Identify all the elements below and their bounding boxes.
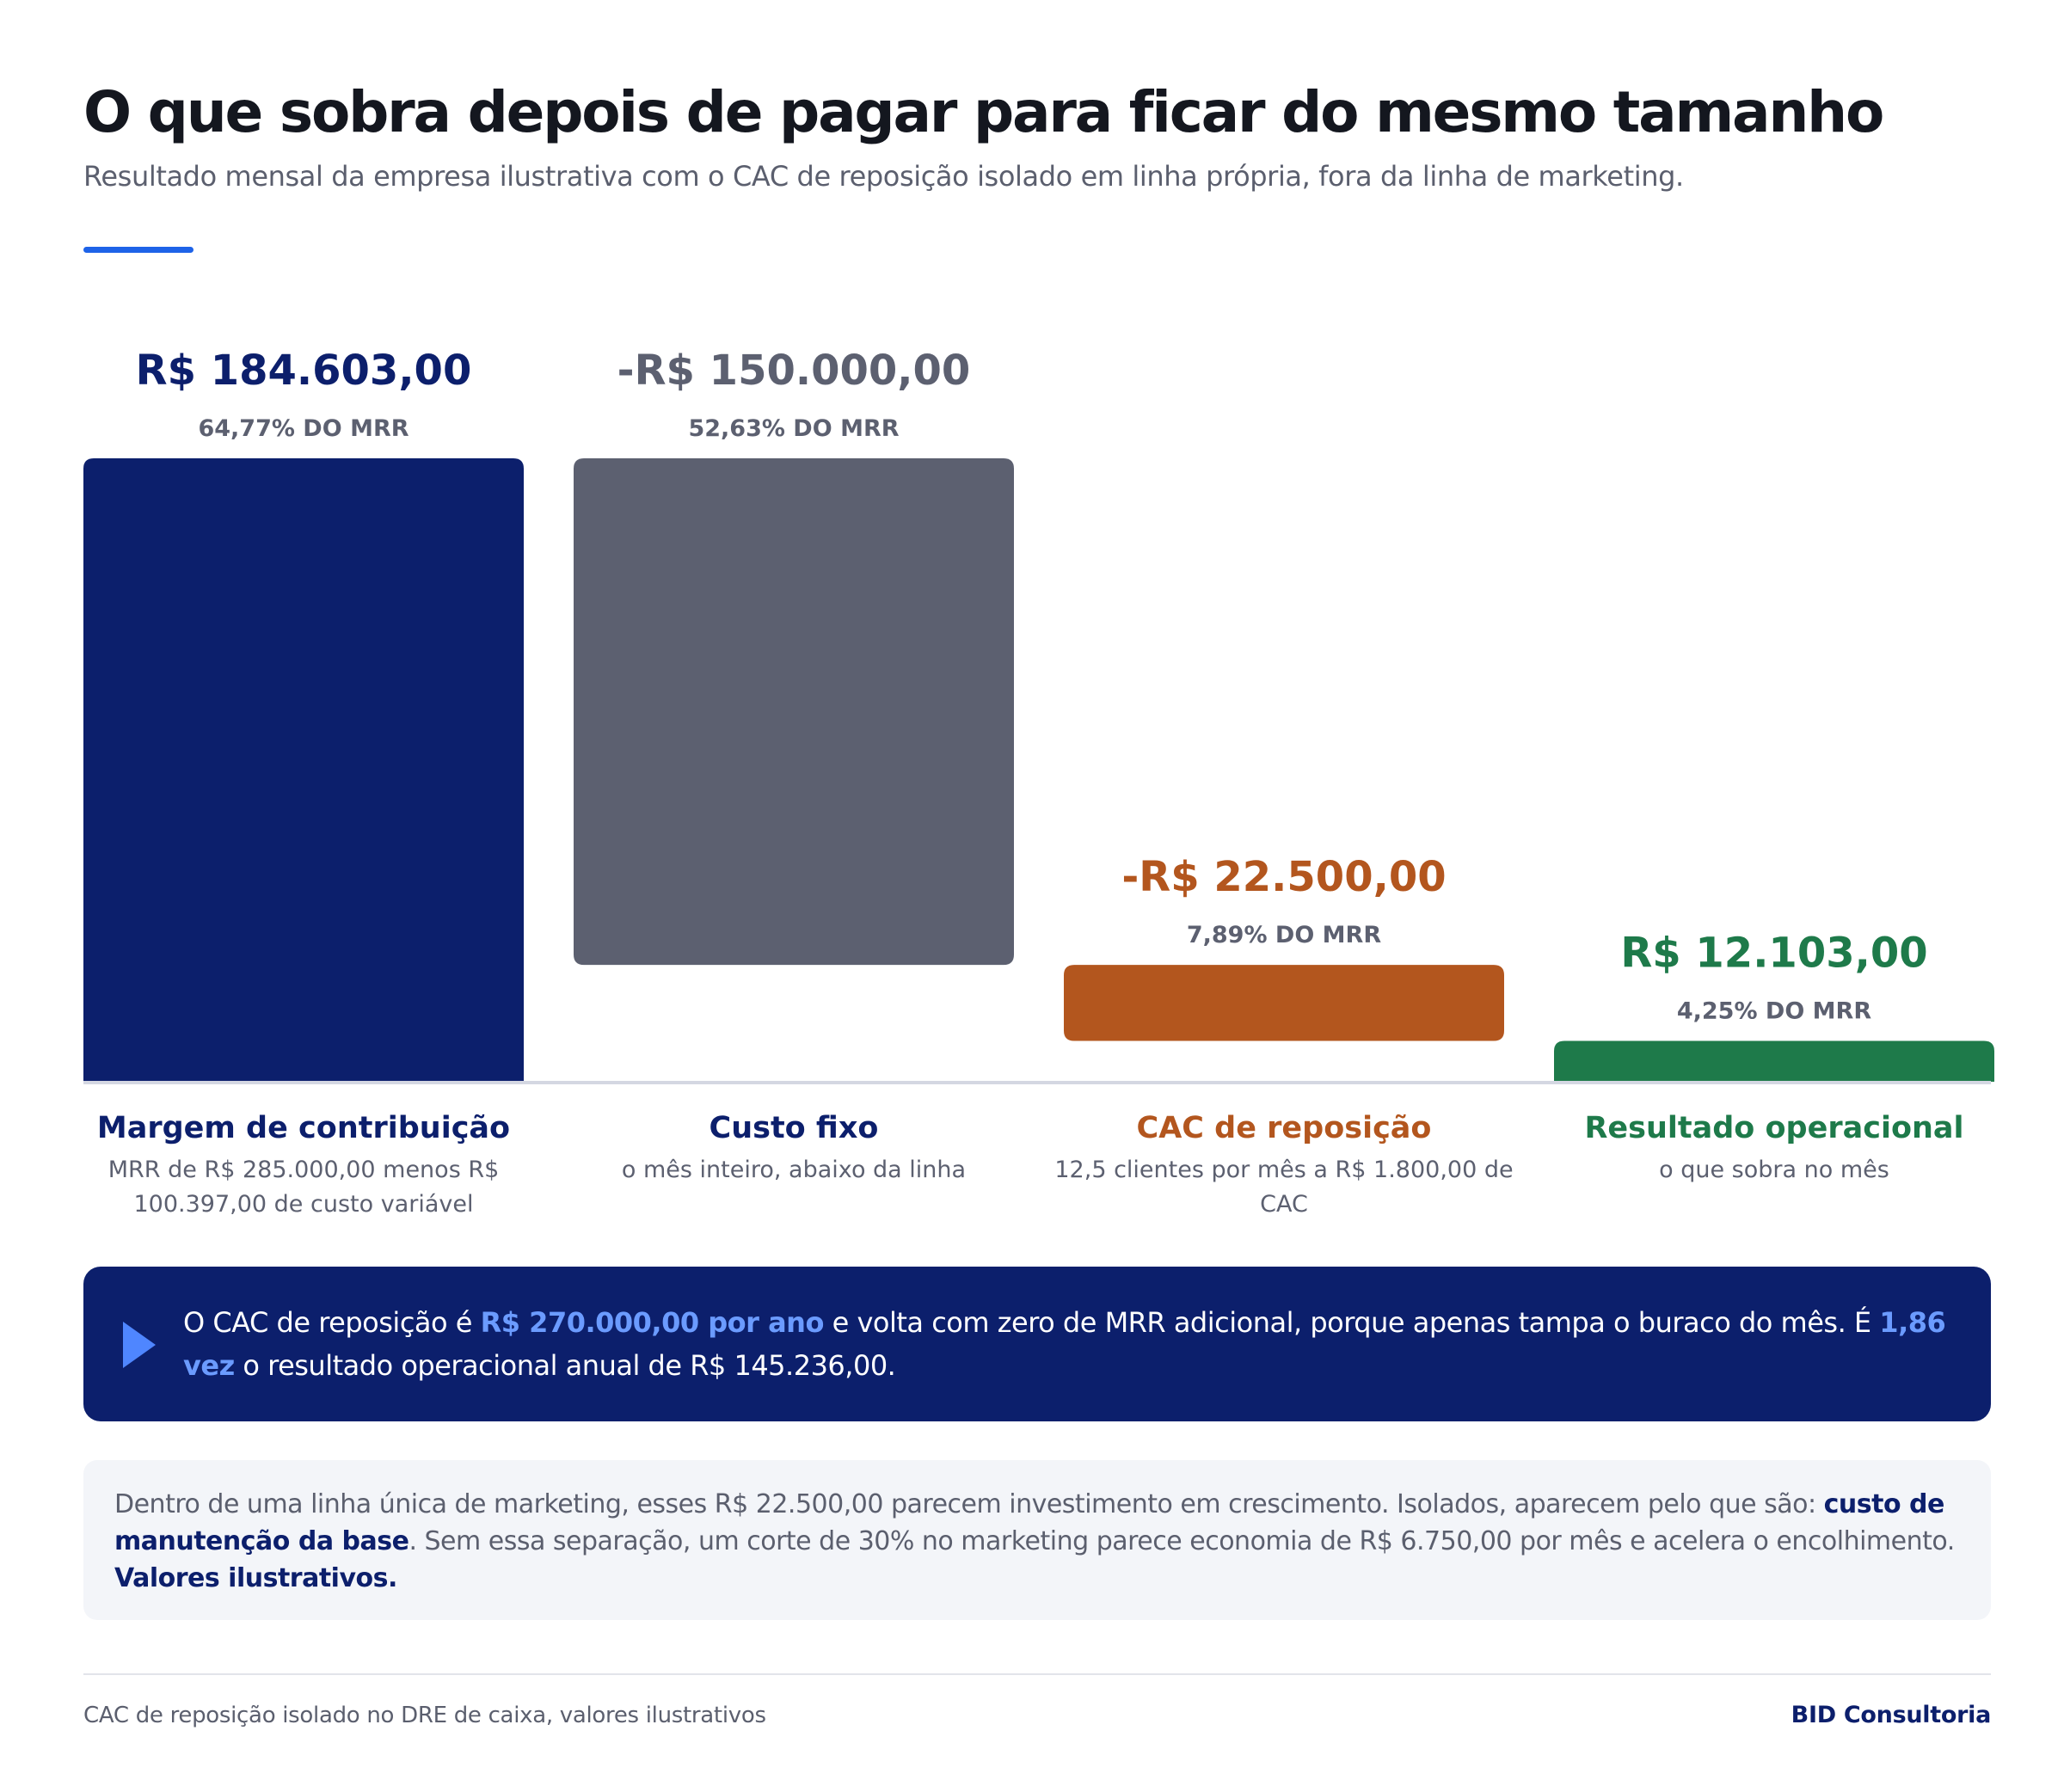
callout-box: O CAC de reposição é R$ 270.000,00 por a… [83, 1267, 1991, 1421]
note-text-part: . Sem essa separação, um corte de 30% no… [408, 1526, 1955, 1556]
category-label-cac-de-reposicao: CAC de reposição [1137, 1111, 1432, 1145]
percent-label-margem-de-contribuicao: 64,77% DO MRR [198, 415, 408, 442]
percent-label-custo-fixo: 52,63% DO MRR [688, 415, 899, 442]
bar-custo-fixo [574, 458, 1014, 966]
callout-text-part: O CAC de reposição é [183, 1306, 481, 1339]
percent-label-resultado-operacional: 4,25% DO MRR [1677, 997, 1871, 1024]
callout-text-part: e volta com zero de MRR adicional, porqu… [823, 1306, 1880, 1339]
callout-highlight-ratio: 1,86 vez [183, 1306, 1946, 1382]
page-subtitle: Resultado mensal da empresa ilustrativa … [83, 160, 1684, 193]
callout-text-part: o resultado operacional anual de R$ 145.… [234, 1349, 896, 1382]
percent-label-cac-de-reposicao: 7,89% DO MRR [1187, 922, 1381, 948]
category-label-custo-fixo: Custo fixo [710, 1111, 879, 1145]
category-label-margem-de-contribuicao: Margem de contribuição [97, 1111, 510, 1145]
accent-rule [83, 247, 194, 253]
category-description-margem-de-contribuicao: MRR de R$ 285.000,00 menos R$ [108, 1157, 500, 1183]
category-description-cac-de-reposicao: 12,5 clientes por mês a R$ 1.800,00 de [1054, 1157, 1513, 1183]
callout-text: O CAC de reposição é R$ 270.000,00 por a… [183, 1301, 1963, 1387]
bar-margem-de-contribuicao [83, 458, 524, 1082]
bar-cac-de-reposicao [1064, 965, 1504, 1041]
footer-brand: BID Consultoria [1791, 1702, 1992, 1728]
category-description-resultado-operacional: o que sobra no mês [1659, 1157, 1889, 1183]
value-label-resultado-operacional: R$ 12.103,00 [1620, 929, 1927, 977]
bar-resultado-operacional [1554, 1040, 1994, 1082]
category-description-cac-de-reposicao: CAC [1260, 1191, 1308, 1218]
note-box: Dentro de uma linha única de marketing, … [83, 1460, 1991, 1620]
category-description-margem-de-contribuicao: 100.397,00 de custo variável [134, 1191, 474, 1218]
page-title: O que sobra depois de pagar para ficar d… [83, 79, 1884, 145]
note-text: Dentro de uma linha única de marketing, … [114, 1486, 1963, 1597]
callout-highlight-annual-cac: R$ 270.000,00 por ano [480, 1306, 825, 1339]
note-emphasis: custo de manutenção da base [114, 1489, 1944, 1556]
note-text-part: Dentro de uma linha única de marketing, … [114, 1489, 1824, 1519]
note-emphasis: Valores ilustrativos. [114, 1563, 397, 1593]
play-triangle-icon [123, 1322, 156, 1368]
value-label-cac-de-reposicao: -R$ 22.500,00 [1121, 853, 1446, 901]
waterfall-chart: R$ 184.603,00 64,77% DO MRR Margem de cont… [83, 347, 1994, 1218]
category-description-custo-fixo: o mês inteiro, abaixo da linha [622, 1157, 966, 1183]
value-label-margem-de-contribuicao: R$ 184.603,00 [136, 347, 472, 395]
value-label-custo-fixo: -R$ 150.000,00 [617, 347, 971, 395]
footer-source-note: CAC de reposição isolado no DRE de caixa… [83, 1703, 766, 1728]
category-label-resultado-operacional: Resultado operacional [1584, 1111, 1963, 1145]
footer-divider [83, 1673, 1991, 1675]
